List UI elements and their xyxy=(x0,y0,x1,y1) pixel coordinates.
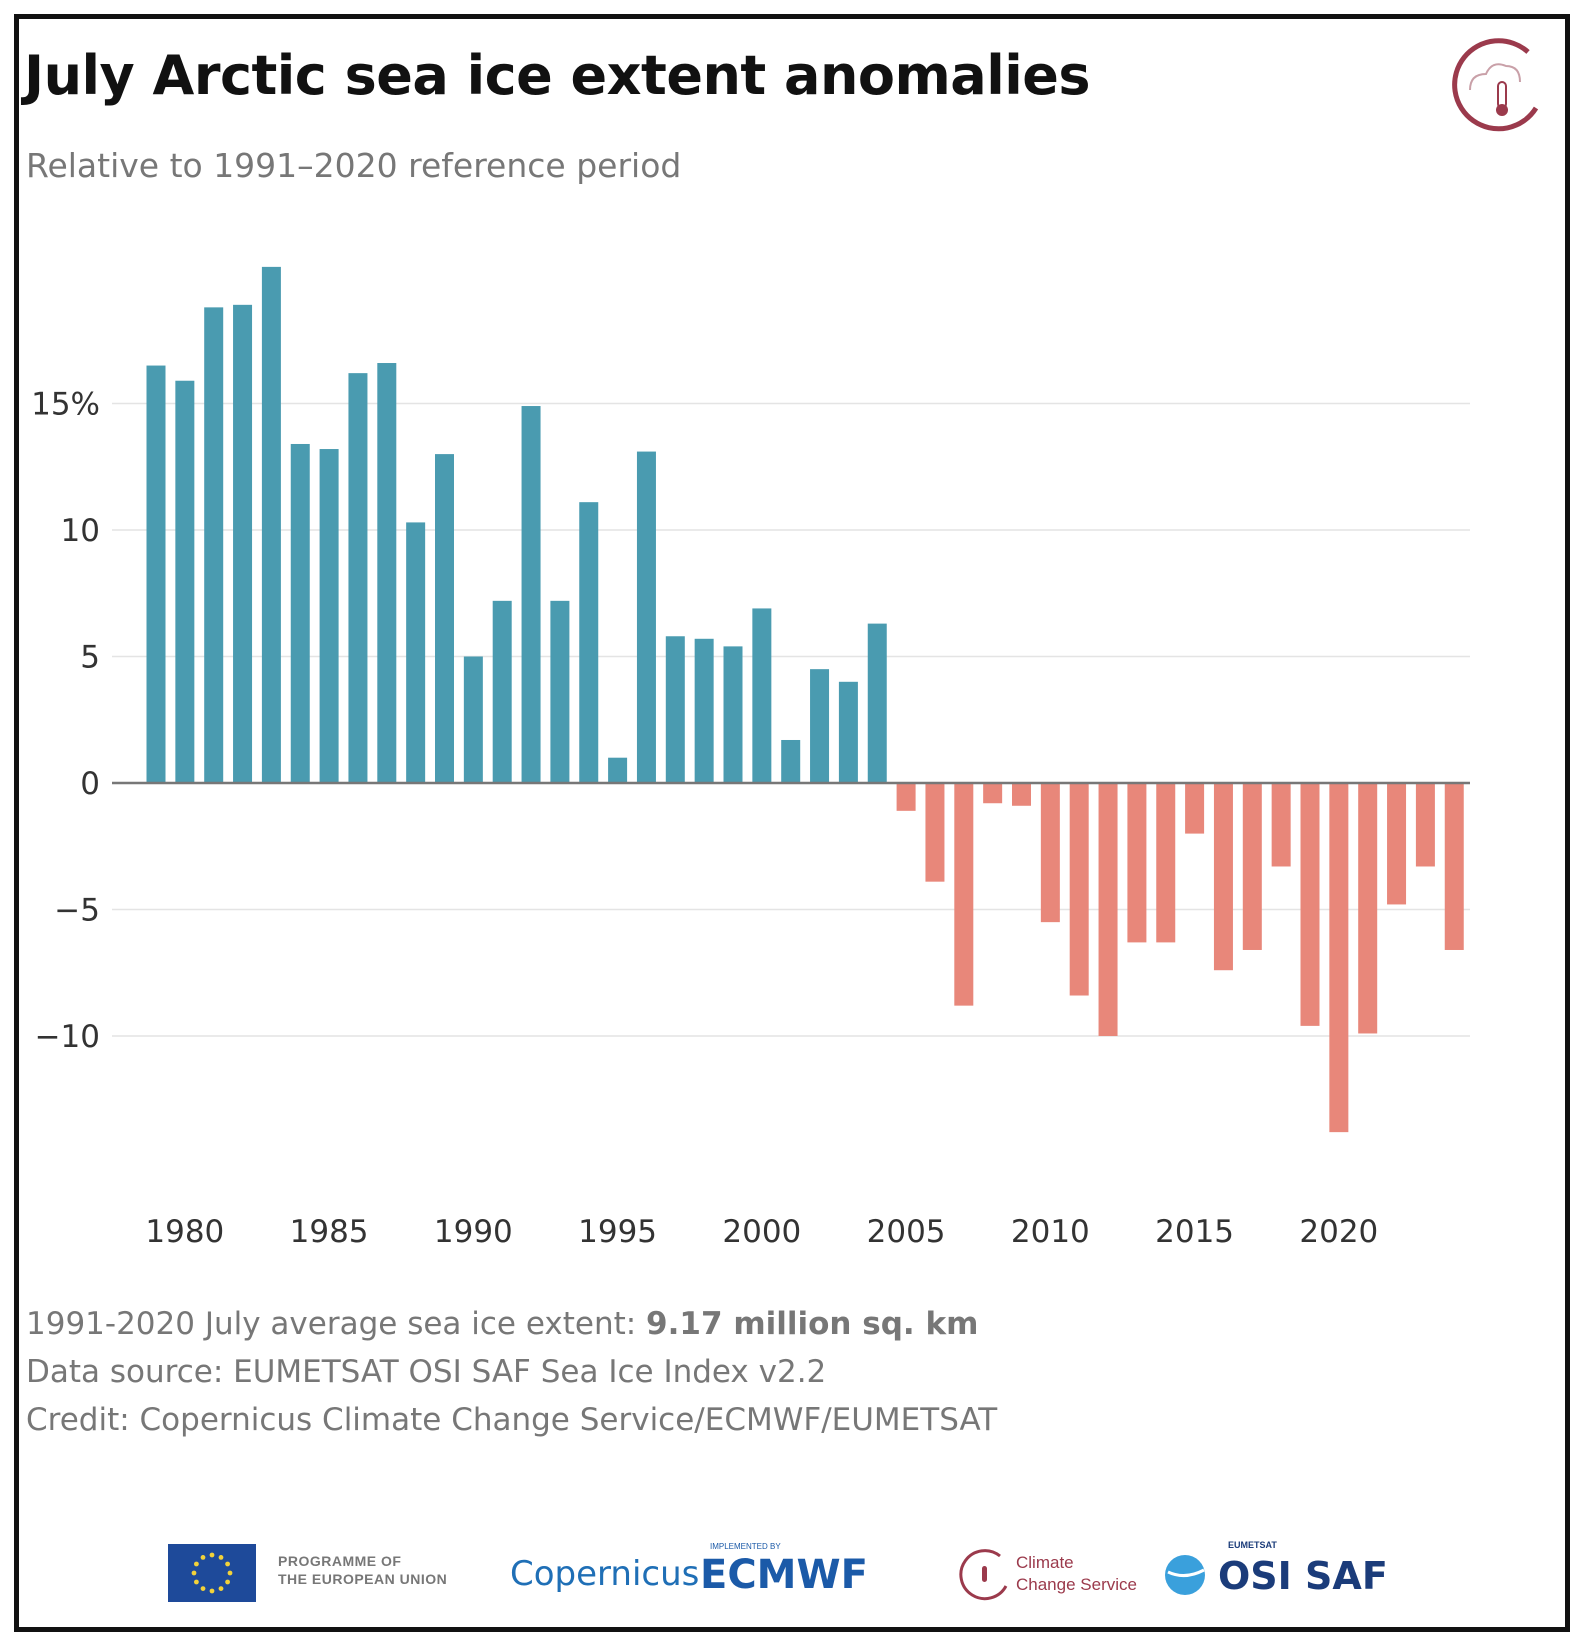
bar-2019 xyxy=(1300,783,1320,1026)
eu-star xyxy=(200,1555,206,1560)
eu-star xyxy=(218,1586,224,1591)
x-tick-label: 1995 xyxy=(578,1214,657,1250)
bar-2015 xyxy=(1185,783,1205,834)
x-tick-label: 1985 xyxy=(290,1214,369,1250)
partner-logos: PROGRAMME OF THE EUROPEAN UNION Copernic… xyxy=(160,1540,1420,1610)
eu-star xyxy=(209,1588,215,1594)
bar-2020 xyxy=(1329,783,1349,1133)
bar-1980 xyxy=(175,380,195,783)
bar-2003 xyxy=(838,681,858,783)
bar-2006 xyxy=(925,783,945,882)
bar-1979 xyxy=(146,365,166,783)
footer-credit: Credit: Copernicus Climate Change Servic… xyxy=(26,1402,998,1438)
bar-1993 xyxy=(550,600,570,783)
eu-star xyxy=(225,1579,230,1585)
eumetsat-label: EUMETSAT xyxy=(1228,1540,1277,1550)
footer-average-value: 9.17 million sq. km xyxy=(646,1306,979,1342)
y-tick-label: 10 xyxy=(61,513,100,549)
eu-star xyxy=(209,1552,215,1558)
ccs-small-logo-icon xyxy=(959,1549,1008,1601)
bar-2010 xyxy=(1040,783,1060,923)
bar-1998 xyxy=(694,638,714,783)
chart-title: July Arctic sea ice extent anomalies xyxy=(24,44,1090,107)
eu-star xyxy=(200,1586,206,1591)
bar-2011 xyxy=(1069,783,1089,996)
bar-1989 xyxy=(435,454,454,783)
bar-1997 xyxy=(665,636,685,783)
climate-change-service-logo-icon xyxy=(1452,38,1539,132)
bar-1995 xyxy=(608,757,628,783)
bar-1996 xyxy=(636,451,656,783)
y-tick-label: −10 xyxy=(35,1019,100,1055)
chart-subtitle: Relative to 1991–2020 reference period xyxy=(26,146,682,185)
bar-1994 xyxy=(579,502,599,783)
x-tick-label: 2015 xyxy=(1155,1214,1234,1250)
x-tick-label: 2010 xyxy=(1011,1214,1090,1250)
osi-saf-logo: OSI SAF xyxy=(1218,1554,1388,1598)
bar-1983 xyxy=(261,266,281,783)
osi-saf-globe-icon xyxy=(1165,1555,1205,1595)
bar-1991 xyxy=(492,600,512,783)
y-tick-label: 5 xyxy=(80,640,100,676)
eu-star xyxy=(225,1561,230,1567)
footer-average: 1991-2020 July average sea ice extent: 9… xyxy=(26,1306,978,1342)
bar-1985 xyxy=(319,449,339,783)
x-tick-label: 2005 xyxy=(867,1214,946,1250)
x-tick-label: 1980 xyxy=(145,1214,224,1250)
eu-flag-icon xyxy=(168,1544,256,1602)
bar-1992 xyxy=(521,406,541,783)
bar-2009 xyxy=(1012,783,1031,806)
eu-star xyxy=(191,1570,197,1576)
eu-star xyxy=(218,1555,224,1560)
eu-star xyxy=(194,1561,199,1567)
bar-2000 xyxy=(752,608,772,783)
y-tick-label: −5 xyxy=(54,893,100,929)
copernicus-logo: Copernicus xyxy=(510,1554,700,1594)
bar-1987 xyxy=(377,363,397,783)
bar-2024 xyxy=(1444,783,1464,950)
bar-2022 xyxy=(1387,783,1407,905)
bar-1981 xyxy=(204,307,224,783)
ecmwf-logo: ECMWF xyxy=(700,1552,868,1598)
eu-star xyxy=(194,1579,199,1585)
bar-2004 xyxy=(867,623,887,783)
bar-2023 xyxy=(1415,783,1435,867)
bar-1988 xyxy=(406,522,426,783)
bar-2001 xyxy=(781,739,801,783)
bar-2016 xyxy=(1213,783,1233,971)
bar-2013 xyxy=(1127,783,1147,943)
bar-2005 xyxy=(896,783,916,811)
bar-2021 xyxy=(1358,783,1378,1034)
bar-2002 xyxy=(810,669,830,783)
bar-1990 xyxy=(463,656,483,783)
x-tick-label: 2020 xyxy=(1299,1214,1378,1250)
bar-2008 xyxy=(983,783,1003,804)
footer-source: Data source: EUMETSAT OSI SAF Sea Ice In… xyxy=(26,1354,827,1390)
bar-2018 xyxy=(1271,783,1291,867)
bar-2017 xyxy=(1242,783,1262,950)
bar-1982 xyxy=(233,304,253,783)
bar-1984 xyxy=(290,443,310,783)
bar-2014 xyxy=(1156,783,1176,943)
bar-2007 xyxy=(954,783,974,1006)
y-tick-label: 0 xyxy=(80,766,100,802)
eu-programme-label: PROGRAMME OF THE EUROPEAN UNION xyxy=(278,1553,448,1587)
ccs-logo-label: Climate Change Service xyxy=(1016,1553,1137,1594)
bar-1986 xyxy=(348,373,368,783)
x-tick-label: 1990 xyxy=(434,1214,513,1250)
eu-star xyxy=(227,1570,233,1576)
y-tick-label: 15% xyxy=(31,387,100,423)
bar-1999 xyxy=(723,646,743,783)
ecmwf-implemented-label: IMPLEMENTED BY xyxy=(710,1542,781,1551)
x-tick-label: 2000 xyxy=(722,1214,801,1250)
footer-average-label: 1991-2020 July average sea ice extent: xyxy=(26,1306,647,1342)
bar-2012 xyxy=(1098,783,1118,1036)
